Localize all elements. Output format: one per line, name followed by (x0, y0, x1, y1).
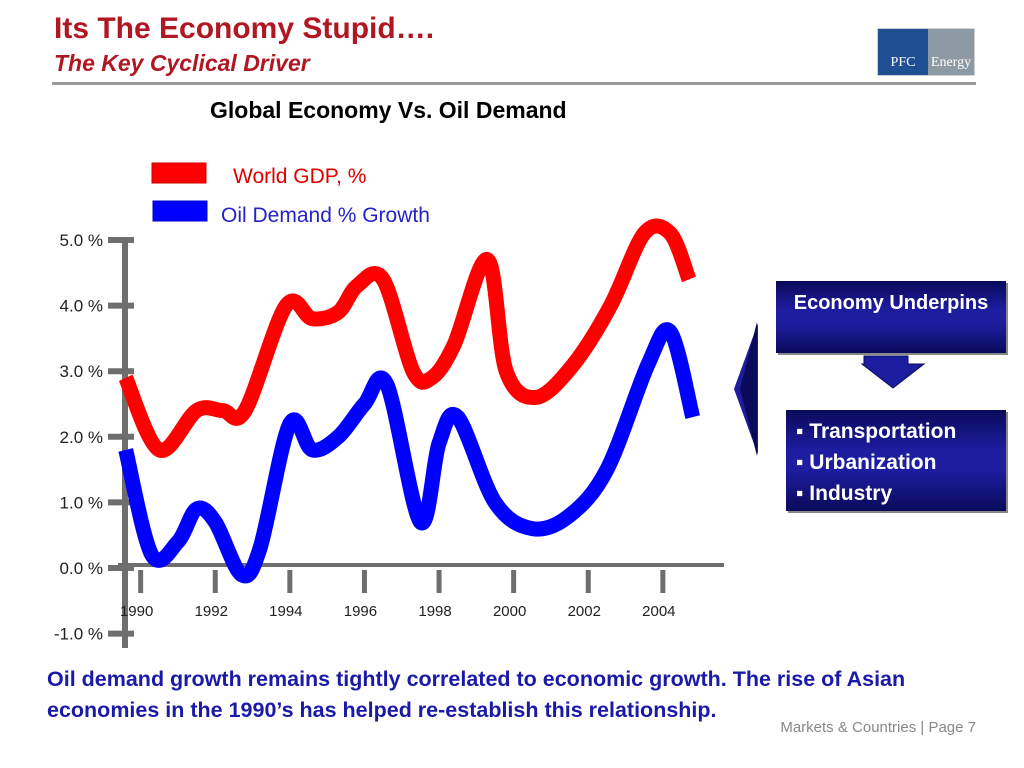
callout-arrow-left-shade (740, 322, 757, 456)
caption-text: Oil demand growth remains tightly correl… (47, 667, 906, 722)
series-line-gdp (118, 218, 697, 458)
legend-swatch-gdp (151, 162, 207, 184)
y-tick-label: 3.0 % (60, 362, 103, 381)
x-tick-label: 1998 (418, 603, 451, 620)
callout-arrow-down (860, 355, 926, 389)
y-axis-ticks: 5.0 % 4.0 % 3.0 % 2.0 % 1.0 % 0.0 % -1.0 % (54, 231, 134, 644)
y-tick-label: 4.0 % (60, 297, 103, 316)
y-tick-label: 2.0 % (60, 428, 103, 447)
x-tick-label: 2000 (493, 603, 526, 620)
legend-label-oil: Oil Demand % Growth (221, 204, 430, 227)
page-footer: Markets & Countries | Page 7 (780, 719, 976, 736)
x-axis-ticks: 1990 1992 1994 1996 1998 2000 2002 2004 (120, 570, 676, 620)
driver-item: ▪ Industry (796, 482, 893, 505)
driver-item: ▪ Transportation (796, 420, 957, 443)
legend-swatch-oil (152, 200, 208, 222)
x-tick-label: 2004 (642, 603, 675, 620)
company-logo: PFC Energy (877, 28, 975, 76)
driver-item: ▪ Urbanization (796, 451, 937, 474)
series-lines (118, 218, 700, 584)
slide-subtitle: The Key Cyclical Driver (54, 50, 310, 76)
x-tick-label: 1992 (195, 603, 228, 620)
series-line-oil-demand (118, 322, 700, 584)
y-tick-label: -1.0 % (54, 625, 103, 644)
logo-left-text: PFC (878, 29, 928, 75)
chart-title: Global Economy Vs. Oil Demand (210, 97, 567, 123)
slide-title: Its The Economy Stupid…. (54, 12, 435, 45)
y-tick-label: 5.0 % (60, 231, 103, 250)
economy-underpins-box: Economy Underpins (776, 281, 1006, 353)
x-tick-label: 1996 (344, 603, 377, 620)
drivers-list-box: ▪ Transportation ▪ Urbanization ▪ Indust… (786, 410, 1006, 511)
logo-right-text: Energy (928, 29, 974, 75)
x-tick-label: 2002 (568, 603, 601, 620)
x-tick-label: 1994 (269, 603, 302, 620)
y-tick-label: 1.0 % (60, 493, 103, 512)
legend-label-gdp: World GDP, % (233, 165, 366, 188)
header-divider (52, 82, 976, 85)
x-tick-label: 1990 (120, 603, 153, 620)
y-tick-label: 0.0 % (60, 559, 103, 578)
